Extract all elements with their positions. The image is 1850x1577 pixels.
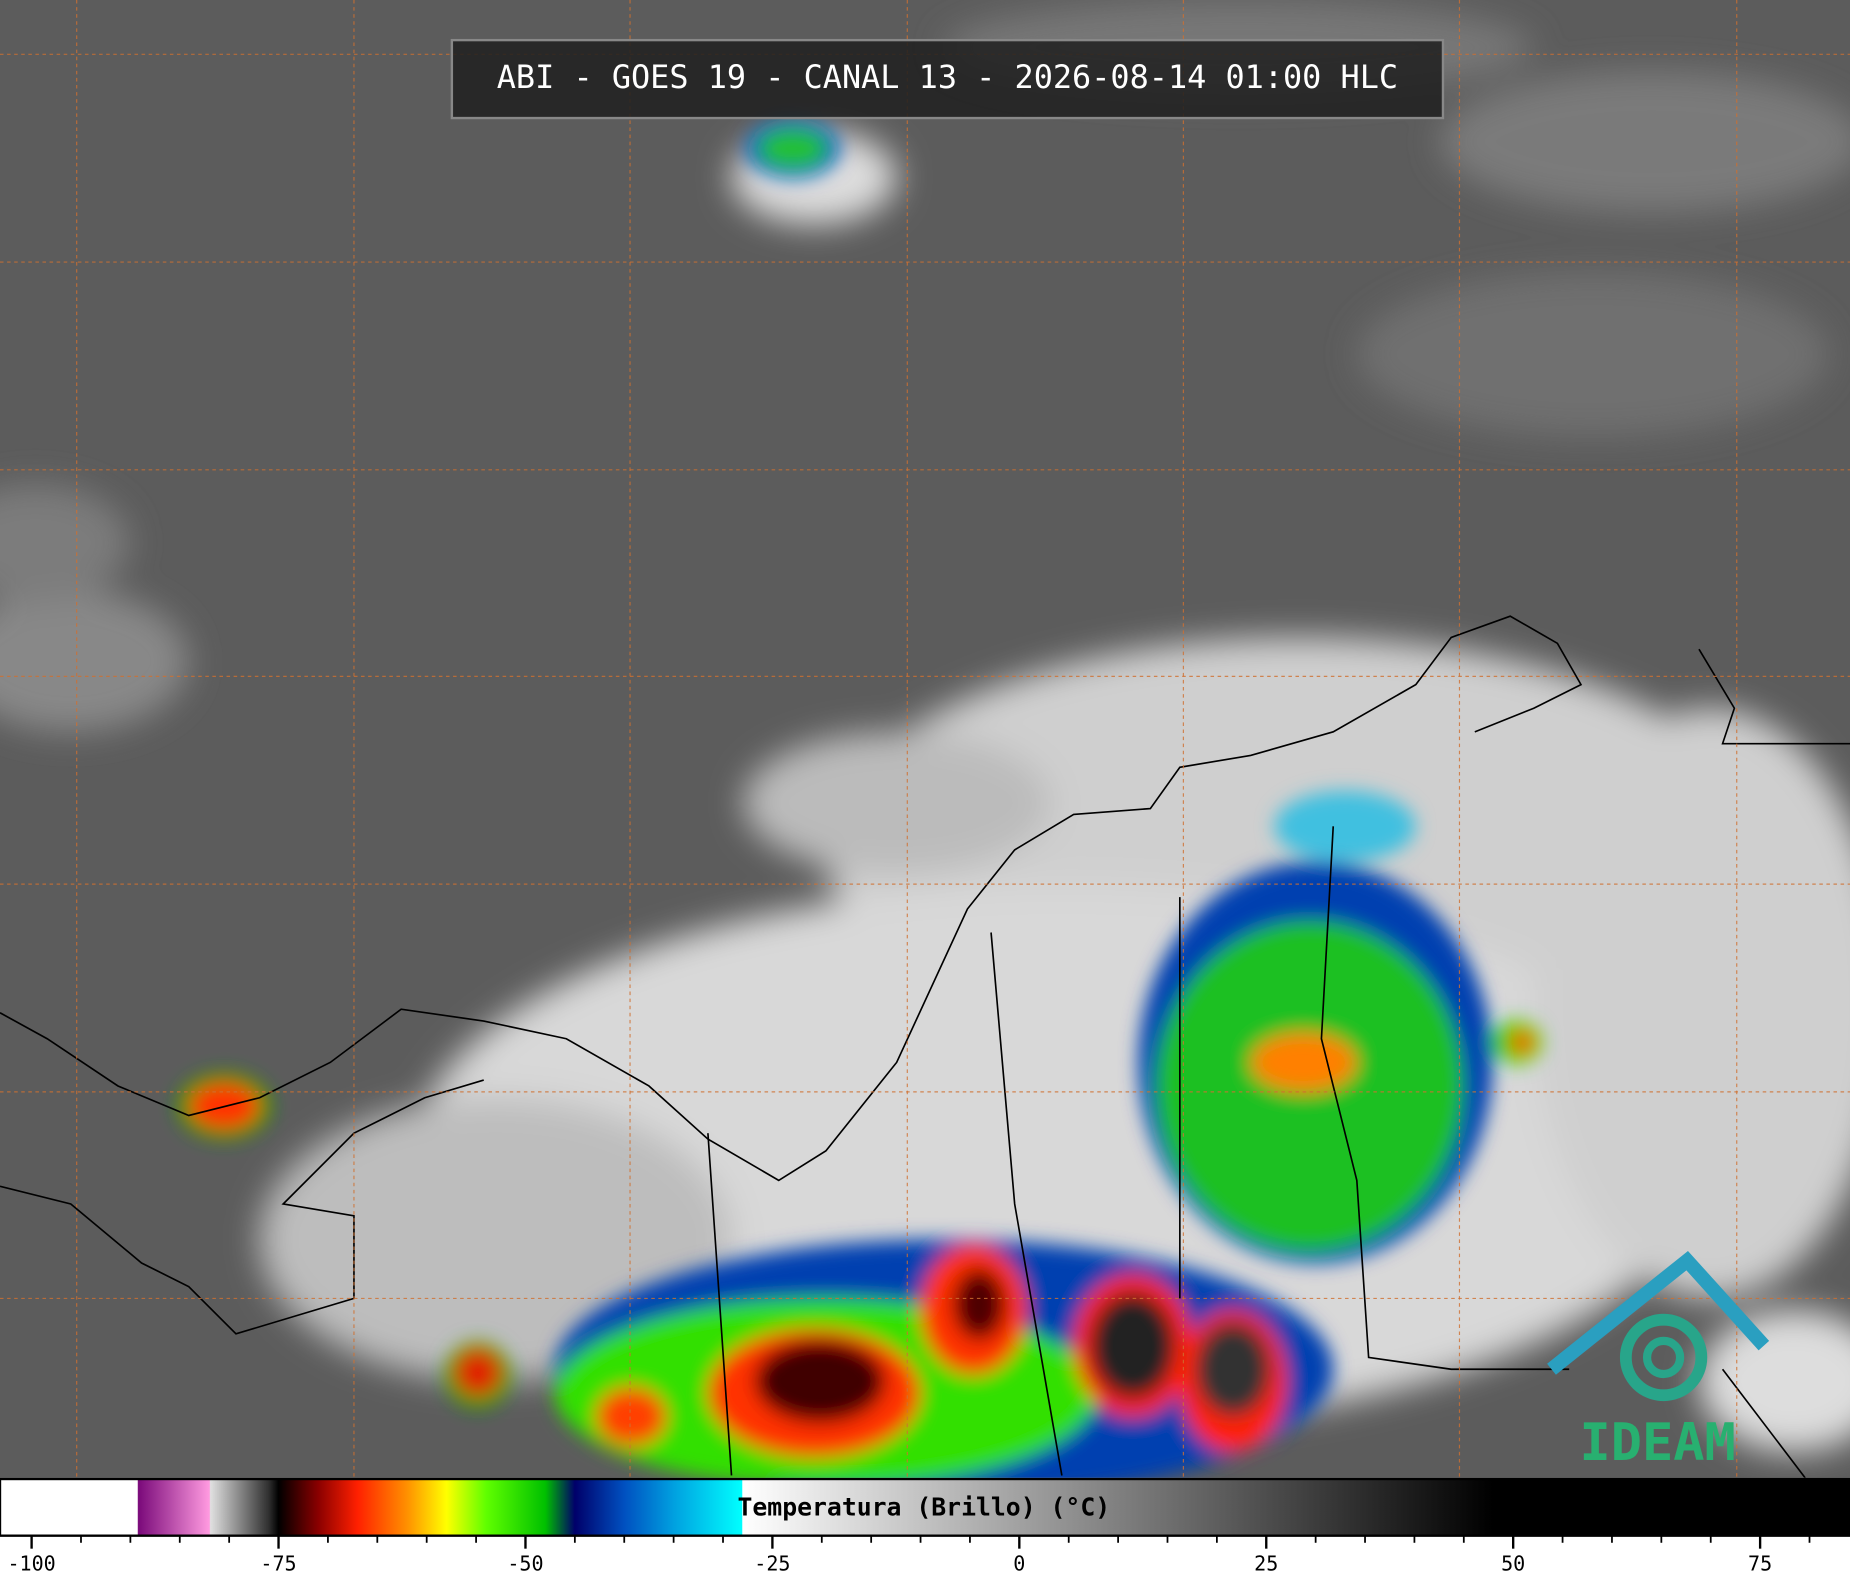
tick-label: -25 <box>754 1552 790 1576</box>
convection <box>176 119 1543 1500</box>
logo: IDEAM <box>1547 1250 1770 1473</box>
graticule <box>0 0 1850 1478</box>
tick-label: -50 <box>507 1552 543 1576</box>
tick-label: 25 <box>1254 1552 1278 1576</box>
title-box <box>450 38 1445 120</box>
tick-label: -100 <box>7 1552 55 1576</box>
colorbar-label: Temperatura (Brillo) (°C) <box>737 1493 1110 1522</box>
tick-label: -75 <box>260 1552 296 1576</box>
title: ABI - GOES 19 - CANAL 13 - 2026-08-14 01… <box>497 58 1398 96</box>
colorbar-ticks: -100 -75 -50 -25 0 25 50 75 <box>7 1535 1811 1576</box>
tick-label: 75 <box>1748 1552 1772 1576</box>
coastlines <box>0 615 1850 1479</box>
tick-label: 50 <box>1501 1552 1525 1576</box>
tick-label: 0 <box>1013 1552 1025 1576</box>
colorbar <box>0 1477 1850 1537</box>
logo-text: IDEAM <box>1580 1413 1736 1473</box>
